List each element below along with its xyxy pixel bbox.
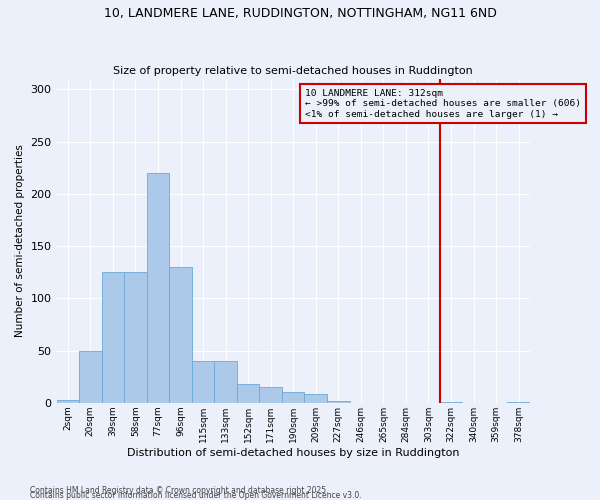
Bar: [327, 400, 350, 403]
Title: Size of property relative to semi-detached houses in Ruddington: Size of property relative to semi-detach…: [113, 66, 473, 76]
Text: 10 LANDMERE LANE: 312sqm
← >99% of semi-detached houses are smaller (606)
<1% of: 10 LANDMERE LANE: 312sqm ← >99% of semi-…: [305, 89, 581, 118]
X-axis label: Distribution of semi-detached houses by size in Ruddington: Distribution of semi-detached houses by …: [127, 448, 460, 458]
Bar: [147, 173, 169, 403]
Bar: [192, 361, 214, 403]
Bar: [214, 361, 237, 403]
Bar: [101, 272, 124, 403]
Bar: [124, 272, 147, 403]
Bar: [169, 267, 192, 403]
Bar: [259, 387, 282, 403]
Text: Contains public sector information licensed under the Open Government Licence v3: Contains public sector information licen…: [30, 490, 362, 500]
Bar: [56, 400, 79, 403]
Y-axis label: Number of semi-detached properties: Number of semi-detached properties: [15, 144, 25, 338]
Bar: [304, 394, 327, 403]
Text: Contains HM Land Registry data © Crown copyright and database right 2025.: Contains HM Land Registry data © Crown c…: [30, 486, 329, 495]
Text: 10, LANDMERE LANE, RUDDINGTON, NOTTINGHAM, NG11 6ND: 10, LANDMERE LANE, RUDDINGTON, NOTTINGHA…: [104, 8, 496, 20]
Bar: [440, 402, 462, 403]
Bar: [508, 402, 530, 403]
Bar: [79, 350, 101, 403]
Bar: [237, 384, 259, 403]
Bar: [282, 392, 304, 403]
